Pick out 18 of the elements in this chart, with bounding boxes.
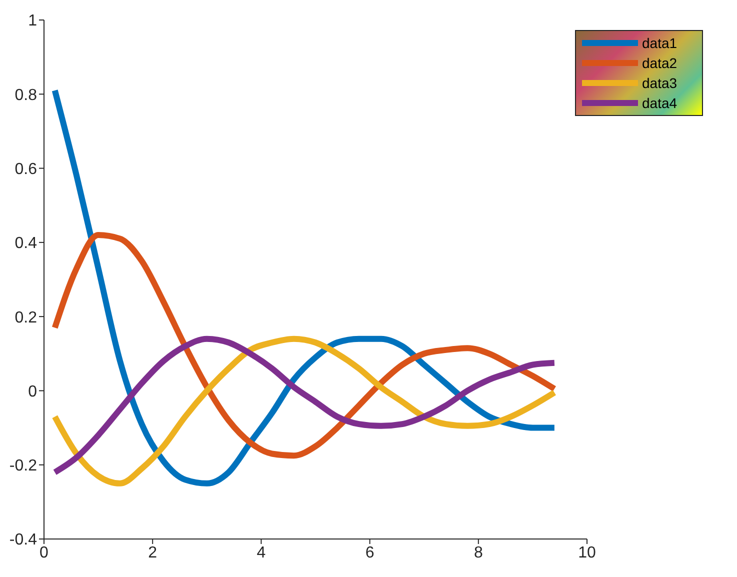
y-tick-label: 1 bbox=[28, 12, 38, 30]
legend-label: data4 bbox=[642, 95, 678, 111]
y-tick-label: 0 bbox=[28, 383, 38, 400]
y-tick-label: 0.6 bbox=[14, 160, 38, 178]
x-tick-label: 0 bbox=[40, 544, 49, 562]
x-tick-label: 4 bbox=[256, 544, 266, 562]
legend-label: data1 bbox=[642, 35, 678, 51]
y-tick-label: -0.2 bbox=[9, 458, 38, 475]
legend-label: data3 bbox=[642, 75, 678, 91]
y-tick-label: 0.8 bbox=[14, 86, 38, 104]
x-tick-label: 6 bbox=[365, 544, 374, 562]
x-tick-label: 8 bbox=[474, 544, 483, 562]
x-tick-label: 2 bbox=[148, 544, 158, 562]
y-tick-label: 0.4 bbox=[14, 235, 38, 252]
y-tick-label: -0.4 bbox=[9, 532, 38, 549]
y-tick-label: 0.2 bbox=[14, 309, 38, 326]
x-tick-label: 10 bbox=[578, 544, 596, 562]
legend-label: data2 bbox=[642, 55, 678, 71]
